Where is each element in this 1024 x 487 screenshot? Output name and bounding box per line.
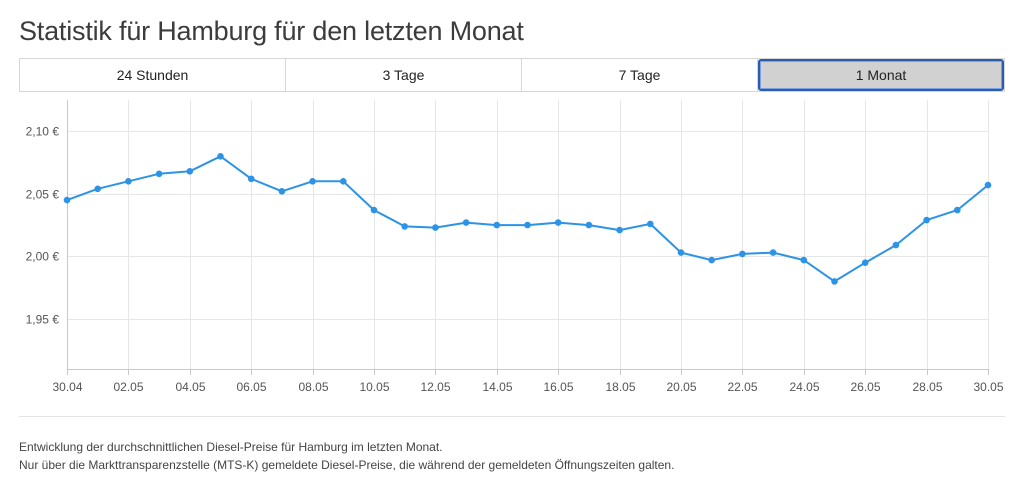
x-tick-label: 16.05 xyxy=(543,380,573,394)
price-line-chart: 1,95 € 2,00 € 2,05 € 2,10 € 30.04 02.05 04.05 0… xyxy=(26,100,1004,394)
chart-description: Entwicklung der durchschnittlichen Diese… xyxy=(19,440,443,454)
data-point xyxy=(309,178,316,185)
data-point xyxy=(708,256,715,264)
data-point xyxy=(954,206,961,214)
data-point xyxy=(155,170,163,178)
data-point xyxy=(125,178,132,185)
data-point xyxy=(401,223,409,230)
x-tick-label: 08.05 xyxy=(298,380,328,394)
chart-source-note: Nur über die Markttransparenzstelle (MTS… xyxy=(19,458,675,472)
x-tick-label: 04.05 xyxy=(175,380,205,394)
data-point xyxy=(554,219,562,226)
x-tick-label: 12.05 xyxy=(420,380,450,394)
data-point xyxy=(739,250,746,258)
x-tick-label: 30.04 xyxy=(52,380,82,394)
x-tick-label: 20.05 xyxy=(666,380,696,394)
data-point xyxy=(892,241,900,249)
data-point xyxy=(647,220,654,228)
series-line-diesel xyxy=(66,155,989,283)
data-point xyxy=(861,259,869,266)
x-tick-label: 26.05 xyxy=(850,380,880,394)
tab-1-monat[interactable]: 1 Monat xyxy=(758,59,1004,91)
data-point xyxy=(585,221,593,229)
x-tick-label: 14.05 xyxy=(482,380,512,394)
time-range-tabs: 24 Stunden 3 Tage 7 Tage 1 Monat xyxy=(19,58,1005,92)
x-tick-label: 18.05 xyxy=(605,380,635,394)
divider xyxy=(19,416,1005,417)
data-point xyxy=(94,185,101,193)
y-tick-label: 2,05 € xyxy=(26,188,60,202)
data-point xyxy=(278,188,286,195)
data-point xyxy=(432,224,439,231)
tab-24-stunden[interactable]: 24 Stunden xyxy=(20,59,286,91)
x-tick-label: 02.05 xyxy=(113,380,143,394)
data-point xyxy=(63,196,71,204)
tab-7-tage[interactable]: 7 Tage xyxy=(522,59,758,91)
data-point xyxy=(217,153,224,160)
page-title: Statistik für Hamburg für den letzten Mo… xyxy=(19,16,524,46)
data-point xyxy=(247,175,255,183)
data-point xyxy=(616,226,623,234)
data-point xyxy=(186,168,194,175)
x-tick-label: 30.05 xyxy=(973,380,1003,394)
data-point xyxy=(493,221,501,229)
data-point xyxy=(769,249,777,256)
data-point xyxy=(923,216,930,224)
data-point xyxy=(462,219,470,226)
data-point xyxy=(370,206,378,214)
x-tick-label: 28.05 xyxy=(912,380,942,394)
x-tick-label: 24.05 xyxy=(789,380,819,394)
data-point xyxy=(984,181,992,189)
x-tick-label: 10.05 xyxy=(359,380,389,394)
data-point xyxy=(831,278,838,285)
y-tick-label: 2,00 € xyxy=(26,250,60,264)
data-point xyxy=(677,249,685,256)
x-tick-label: 22.05 xyxy=(727,380,757,394)
data-point xyxy=(340,178,347,185)
y-tick-label: 2,10 € xyxy=(26,125,60,139)
x-tick-label: 06.05 xyxy=(236,380,266,394)
data-point xyxy=(524,221,531,229)
data-point xyxy=(800,256,808,264)
tab-3-tage[interactable]: 3 Tage xyxy=(286,59,522,91)
y-tick-label: 1,95 € xyxy=(26,313,60,327)
